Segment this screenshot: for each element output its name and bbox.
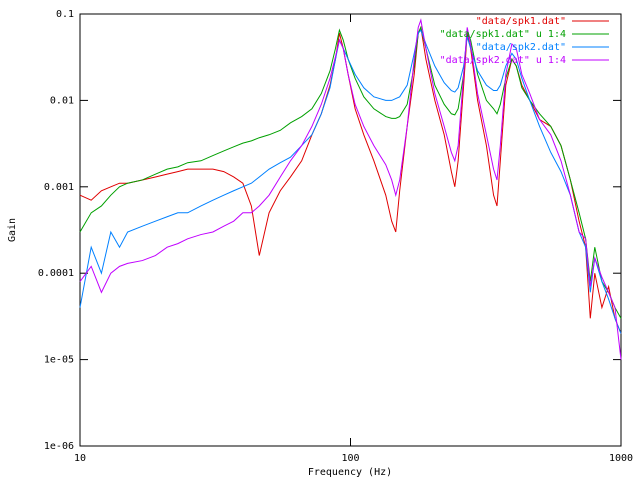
y-tick-label: 0.1 bbox=[56, 9, 74, 20]
series-line bbox=[79, 29, 622, 334]
y-tick-label: 1e-06 bbox=[44, 441, 74, 452]
series-line bbox=[79, 18, 622, 360]
x-axis-label: Frequency (Hz) bbox=[308, 467, 392, 478]
y-tick-label: 0.001 bbox=[44, 182, 74, 193]
y-axis-label: Gain bbox=[7, 218, 18, 242]
y-tick-label: 1e-05 bbox=[44, 355, 74, 366]
legend-label: "data/spk1.dat" bbox=[476, 16, 566, 27]
y-tick-label: 0.01 bbox=[50, 95, 74, 106]
x-tick-label: 1000 bbox=[609, 453, 633, 464]
legend-label: "data/spk2.dat" u 1:4 bbox=[440, 55, 566, 66]
plot-border bbox=[79, 13, 622, 447]
series-line bbox=[79, 25, 622, 319]
legend-label: "data/spk1.dat" u 1:4 bbox=[440, 29, 566, 40]
y-tick-label: 0.0001 bbox=[38, 268, 74, 279]
x-tick-label: 100 bbox=[341, 453, 359, 464]
legend-label: "data/spk2.dat" bbox=[476, 42, 566, 53]
x-tick-label: 10 bbox=[74, 453, 86, 464]
series-line bbox=[79, 25, 622, 334]
